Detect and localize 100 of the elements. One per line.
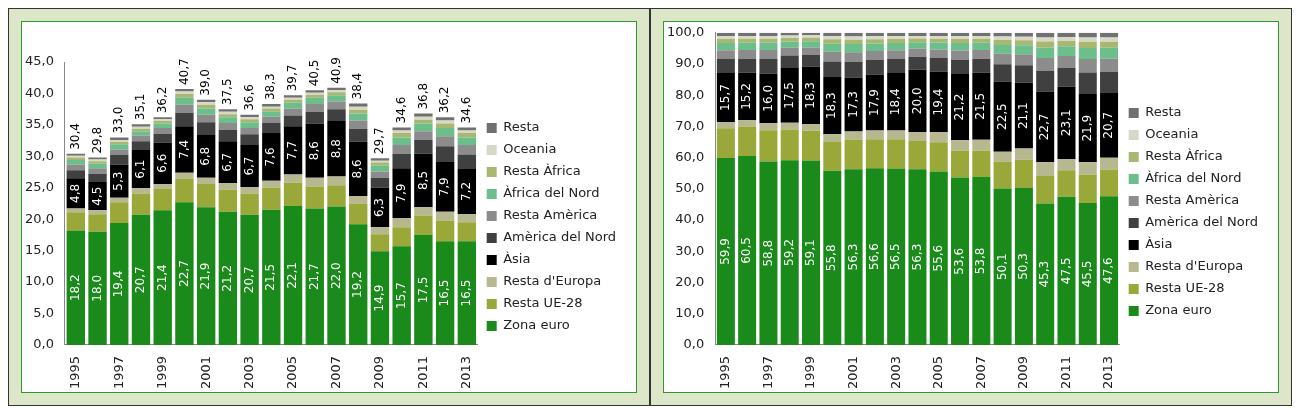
y-tick-label: 40,0: [675, 211, 705, 227]
bar: [1078, 48, 1097, 60]
bar: [349, 120, 368, 129]
data-label: 60,5: [739, 237, 754, 264]
bar: [110, 202, 129, 223]
bar: [865, 43, 884, 51]
x-tick-label: 2013: [1100, 355, 1116, 390]
data-label: 19,4: [930, 88, 945, 116]
bar: [759, 123, 778, 131]
y-tick-label: 30,0: [24, 147, 54, 163]
bar: [1057, 158, 1076, 171]
bar: [780, 129, 799, 161]
total-label: 37,5: [220, 78, 234, 106]
bar: [457, 144, 477, 155]
y-tick-label: 40,0: [24, 84, 54, 100]
bar: [972, 150, 991, 177]
y-tick-label: 90,0: [675, 55, 705, 71]
legend-label: Resta: [1145, 104, 1182, 120]
bar: [759, 38, 778, 43]
bar: [240, 187, 259, 194]
data-label: 55,6: [930, 244, 945, 272]
bar: [1014, 148, 1033, 160]
total-label: 35,1: [133, 93, 148, 121]
data-label: 56,3: [845, 243, 860, 271]
total-label: 36,6: [241, 84, 256, 111]
data-label: 8,6: [306, 141, 321, 161]
data-label: 6,7: [241, 156, 256, 176]
bar: [370, 234, 390, 252]
bar: [283, 182, 303, 206]
bar: [131, 193, 151, 215]
data-label: 21,2: [952, 93, 967, 121]
bar: [951, 59, 970, 74]
bar: [823, 170, 842, 345]
data-label: 15,7: [717, 84, 732, 111]
bar: [716, 36, 735, 40]
y-tick-label: 0,0: [683, 336, 705, 352]
x-tick-label: 1995: [717, 355, 733, 390]
total-label: 34,6: [393, 96, 408, 124]
bar: [370, 171, 390, 178]
bar: [66, 164, 85, 171]
bar: [951, 150, 970, 178]
bar: [759, 42, 778, 50]
bar: [802, 160, 821, 345]
bar: [218, 122, 238, 130]
bar: [716, 157, 735, 345]
bar: [1100, 196, 1119, 345]
bar: [780, 160, 799, 345]
bar: [175, 172, 194, 179]
bar: [1036, 37, 1055, 42]
total-label: 36,8: [415, 82, 430, 110]
x-tick-label: 2011: [414, 355, 430, 390]
bar: [414, 215, 433, 235]
data-label: 6,1: [133, 159, 148, 179]
bar: [1078, 162, 1097, 175]
data-label: 18,2: [67, 274, 82, 302]
bar: [1057, 40, 1076, 47]
bar: [435, 241, 455, 345]
data-label: 4,8: [67, 183, 82, 203]
bar: [1078, 202, 1097, 345]
bar: [131, 141, 151, 151]
data-label: 59,9: [717, 238, 732, 265]
legend-label: Amèrica del Nord: [503, 229, 617, 245]
y-tick-label: 5,0: [33, 304, 54, 320]
bar: [759, 161, 778, 345]
x-tick-label: 1999: [802, 355, 818, 390]
bar: [823, 43, 842, 52]
bar: [759, 49, 778, 60]
x-tick-label: 1997: [110, 355, 126, 390]
bar: [305, 186, 324, 209]
bar: [738, 120, 757, 127]
bar: [844, 52, 863, 62]
legend-label: Resta UE-28: [503, 295, 583, 311]
bar: [951, 36, 970, 40]
bar: [392, 227, 411, 247]
bar: [1100, 71, 1119, 94]
bar: [1100, 169, 1119, 197]
bar: [844, 36, 863, 40]
bar: [435, 128, 455, 137]
data-label: 21,9: [1079, 114, 1094, 142]
bar: [929, 49, 948, 59]
bar: [823, 142, 842, 171]
bar: [823, 36, 842, 40]
bar: [738, 156, 757, 345]
bar: [240, 193, 259, 215]
legend-label: Àsia: [503, 251, 531, 267]
bar: [780, 122, 799, 130]
y-tick-label: 15,0: [24, 241, 54, 257]
data-label: 53,8: [973, 247, 988, 275]
bar: [392, 168, 411, 218]
bar: [929, 132, 948, 143]
data-label: 20,0: [909, 87, 924, 115]
y-tick-label: 10,0: [675, 305, 705, 321]
bar: [392, 137, 411, 145]
data-label: 58,8: [760, 239, 775, 267]
data-label: 17,5: [781, 82, 796, 109]
data-label: 21,9: [198, 262, 213, 290]
bar: [908, 42, 927, 49]
bar: [887, 59, 906, 74]
bar: [435, 220, 455, 242]
bar: [844, 61, 863, 78]
